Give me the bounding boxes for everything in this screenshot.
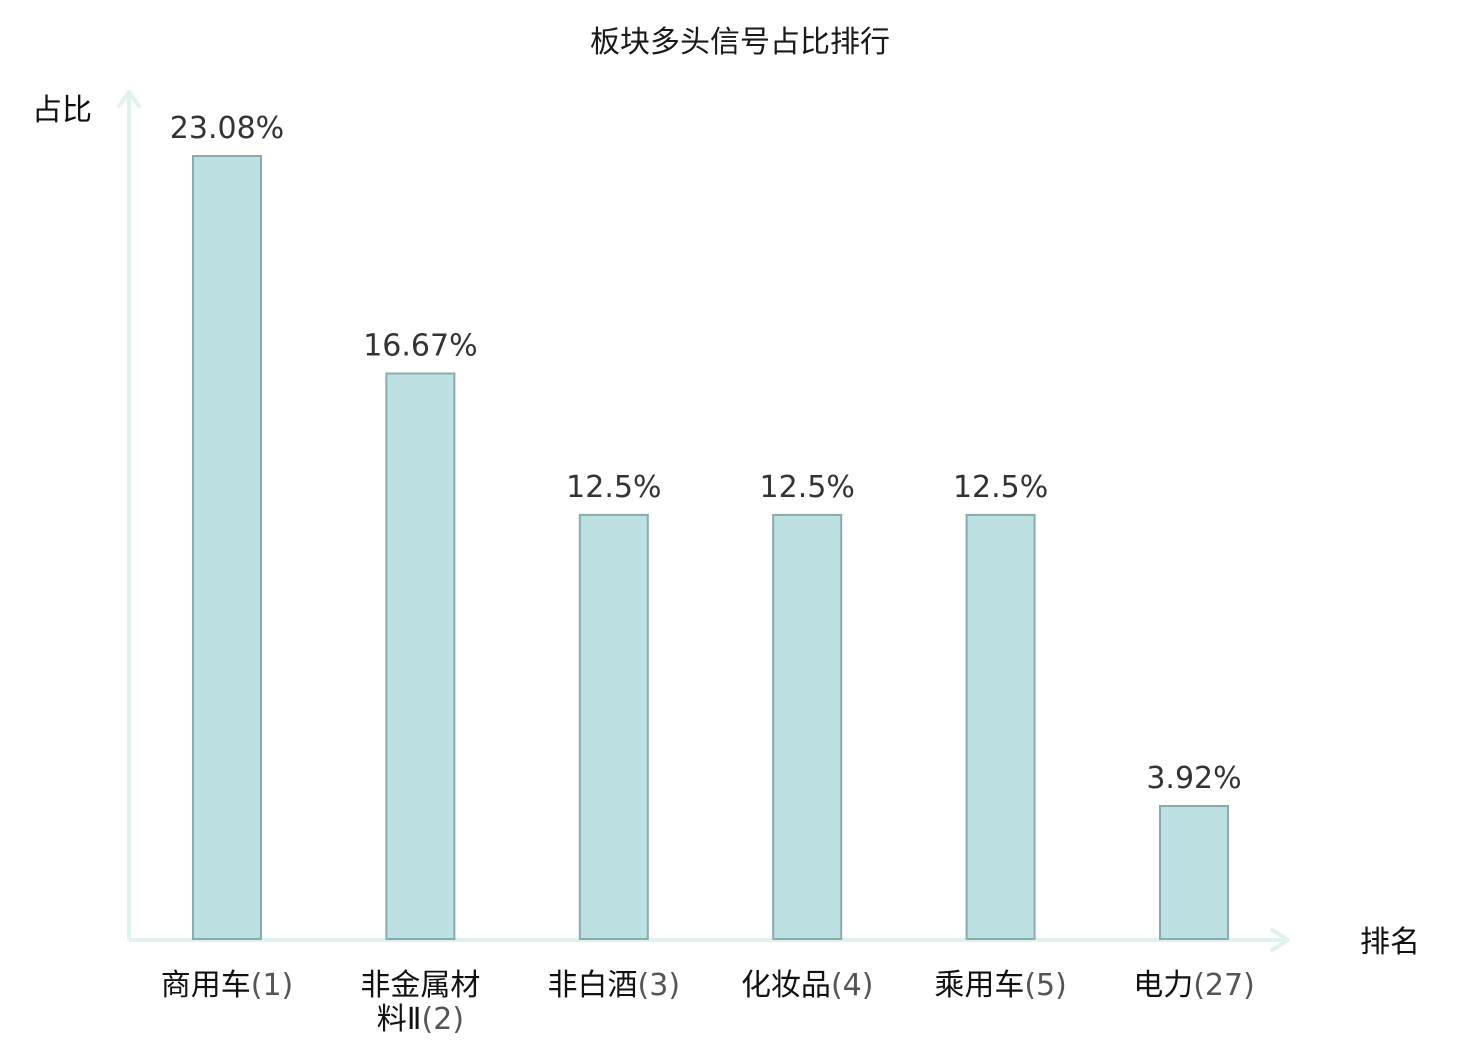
bar-1 [192,155,262,940]
bar-2 [385,372,456,940]
category-rank-4: (4) [831,968,874,1003]
y-axis-label: 占比 [32,93,92,128]
category-label-3: 非白酒(3) [548,968,681,1003]
value-label-2: 16.67% [363,329,477,364]
value-label-5: 12.5% [953,470,1048,505]
chart-title: 板块多头信号占比排行 [590,25,890,60]
category-rank-2: (2) [422,1002,465,1037]
category-label-1: 商用车(1) [161,968,294,1003]
x-axis [129,928,1290,952]
category-rank-5: (5) [1024,968,1067,1003]
category-rank-6: (27) [1193,968,1255,1003]
category-rank-3: (3) [638,968,681,1003]
bars-group [192,155,1229,941]
value-label-1: 23.08% [170,111,284,146]
value-label-3: 12.5% [566,470,661,505]
bar-3 [578,513,649,941]
x-axis-label: 排名 [1360,925,1420,960]
value-label-4: 12.5% [760,470,855,505]
category-label-2-line-1: 非金属材 [360,968,480,1003]
bar-5 [965,513,1036,941]
y-axis [117,90,141,940]
category-label-4: 化妆品(4) [741,968,874,1003]
category-rank-1: (1) [251,968,294,1003]
category-label-5: 乘用车(5) [934,968,1067,1003]
value-labels-group: 23.08% 16.67% 12.5% 12.5% 12.5% 3.92% [170,111,1242,796]
bar-6 [1159,805,1229,940]
category-label-6: 电力(27) [1133,968,1255,1003]
bar-4 [772,513,843,941]
category-label-2-line-2: 料Ⅱ(2) [377,1002,464,1037]
value-label-6: 3.92% [1146,761,1241,796]
